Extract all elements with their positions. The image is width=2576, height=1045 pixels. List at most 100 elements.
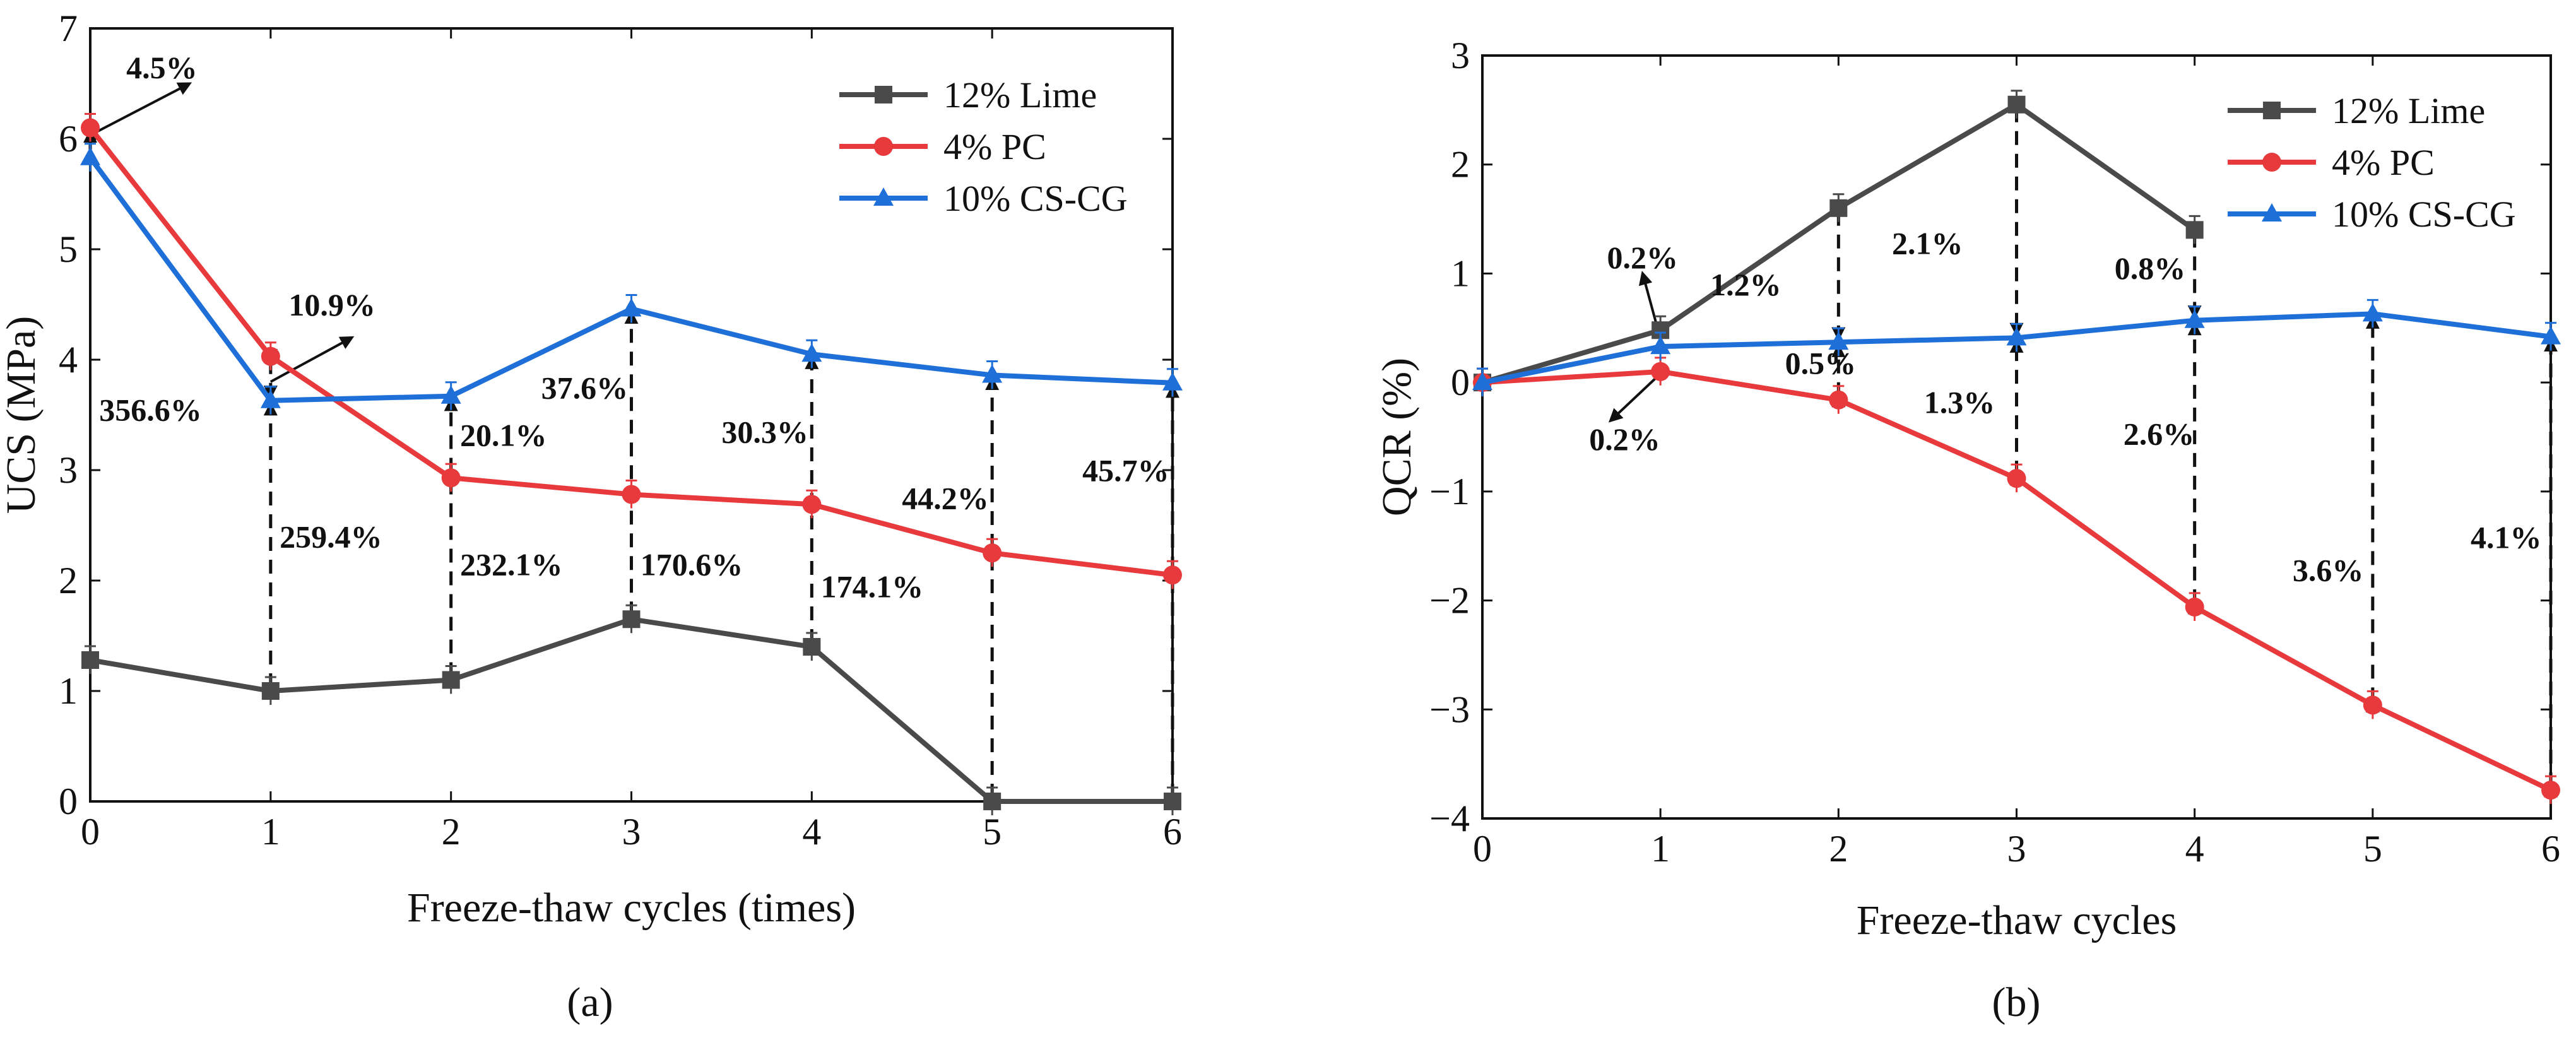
- annotation-label: 4.1%: [2471, 520, 2542, 555]
- y-tick-label: −1: [1429, 471, 1470, 512]
- data-point-circle: [1163, 565, 1182, 585]
- legend-marker: [2263, 102, 2281, 119]
- data-point-square: [442, 671, 460, 689]
- x-tick-label: 2: [442, 811, 461, 853]
- x-tick-label: 1: [1651, 828, 1670, 870]
- annotation-label: 356.6%: [99, 392, 202, 427]
- annotation-label: 45.7%: [1082, 453, 1169, 488]
- chart-panel-a: 0 1 2 3 4 5 6 0 1 2 3 4 5 6 7 Freeze-thaw cycles (times…: [0, 8, 1183, 1025]
- panel-caption: (a): [567, 979, 613, 1025]
- y-axis-label: QCR (%): [1374, 358, 1420, 516]
- annotation-label: 259.4%: [280, 519, 382, 555]
- x-tick-label: 1: [261, 811, 280, 853]
- y-tick-label: −2: [1429, 580, 1470, 622]
- annotation-label: 20.1%: [460, 418, 547, 453]
- data-point-circle: [441, 468, 461, 488]
- annotation-label: 0.2%: [1607, 240, 1679, 275]
- data-point-circle: [261, 346, 280, 366]
- annotation-label: 2.1%: [1892, 225, 1963, 261]
- data-point-triangle: [260, 389, 281, 408]
- data-point-triangle: [982, 364, 1003, 383]
- y-tick-label: −3: [1429, 688, 1470, 730]
- y-tick-label: −4: [1429, 798, 1470, 839]
- y-tick-label: 6: [59, 118, 78, 160]
- data-point-square: [983, 793, 1001, 810]
- legend-label: 10% CS-CG: [943, 178, 1128, 219]
- annotation-label: 232.1%: [460, 546, 563, 582]
- x-tick-label: 3: [622, 811, 641, 853]
- series-line: [90, 617, 1173, 804]
- y-tick-label: 5: [59, 228, 78, 270]
- data-point-triangle: [2541, 326, 2561, 345]
- data-point-square: [1829, 199, 1848, 217]
- pointer-arrow: [1608, 376, 1658, 423]
- series-12-lime: [81, 604, 1181, 815]
- data-point-circle: [1829, 390, 1848, 410]
- data-point-circle: [2541, 781, 2560, 800]
- annotation-label: 0.8%: [2115, 251, 2186, 286]
- y-tick-label: 4: [59, 339, 78, 381]
- data-point-square: [622, 610, 641, 629]
- data-point-triangle: [440, 385, 461, 404]
- x-tick-label: 4: [2185, 828, 2204, 870]
- series-10-cs-cg: [1472, 298, 2561, 397]
- data-point-circle: [622, 485, 641, 504]
- annotation-label: 10.9%: [288, 287, 375, 322]
- legend-marker: [875, 86, 892, 103]
- pointer-arrow: [269, 336, 355, 383]
- legend: 12% Lime 4% PC 10% CS-CG: [2228, 90, 2516, 235]
- series-10-cs-cg: [80, 143, 1183, 415]
- data-point-triangle: [1828, 331, 1849, 350]
- y-tick-label: 7: [59, 8, 78, 49]
- series-4-pc: [1473, 357, 2560, 805]
- panel-caption: (b): [1992, 979, 2041, 1025]
- legend-marker: [2262, 153, 2281, 172]
- y-tick-label: 0: [1451, 362, 1470, 403]
- annotation-label: 174.1%: [821, 569, 924, 604]
- legend-marker: [2262, 203, 2282, 221]
- data-point-square: [2185, 221, 2204, 239]
- legend-marker: [873, 187, 894, 206]
- legend-label: 10% CS-CG: [2332, 194, 2516, 235]
- y-tick-label: 0: [59, 781, 78, 822]
- data-point-square: [81, 651, 99, 669]
- x-tick-label: 4: [802, 811, 821, 853]
- y-tick-label: 3: [59, 449, 78, 491]
- chart-panel-b: 0 1 2 3 4 5 6 −4 −3 −2 −1 0 1 2 3 Freeze-thaw cycles QCR…: [1374, 35, 2561, 1025]
- data-point-triangle: [2362, 303, 2383, 322]
- annotation-label: 3.6%: [2293, 552, 2364, 587]
- y-tick-label: 2: [1451, 144, 1470, 186]
- annotation-label: 0.2%: [1589, 422, 1660, 457]
- data-point-circle: [2007, 469, 2026, 488]
- legend-label: 4% PC: [943, 126, 1046, 167]
- y-tick-label: 2: [59, 560, 78, 601]
- legend-marker: [874, 137, 893, 156]
- annotation-label: 4.5%: [126, 50, 198, 85]
- data-point-triangle: [621, 298, 642, 317]
- annotation-label: 0.5%: [1785, 345, 1857, 381]
- data-point-square: [261, 682, 280, 700]
- data-point-circle: [983, 543, 1002, 563]
- data-point-circle: [2185, 597, 2204, 617]
- annotation-label: 2.6%: [2124, 416, 2195, 452]
- data-point-triangle: [80, 146, 100, 165]
- data-point-circle: [81, 118, 100, 138]
- x-tick-label: 3: [2007, 828, 2026, 870]
- annotation-label: 44.2%: [902, 480, 989, 516]
- x-axis-label: Freeze-thaw cycles: [1857, 897, 2177, 943]
- data-point-triangle: [2006, 327, 2027, 346]
- y-tick-label: 1: [59, 670, 78, 712]
- data-point-triangle: [1650, 336, 1671, 355]
- data-point-triangle: [2184, 309, 2205, 328]
- x-tick-label: 6: [2541, 828, 2560, 870]
- data-point-square: [1164, 793, 1181, 810]
- data-point-triangle: [1162, 372, 1183, 391]
- annotation-label: 1.2%: [1710, 267, 1781, 302]
- legend-label: 12% Lime: [2332, 90, 2485, 131]
- annotation-label: 37.6%: [541, 370, 629, 405]
- x-tick-label: 2: [1829, 828, 1848, 870]
- y-axis-label: UCS (MPa): [0, 316, 44, 514]
- pointer-arrow: [93, 82, 192, 135]
